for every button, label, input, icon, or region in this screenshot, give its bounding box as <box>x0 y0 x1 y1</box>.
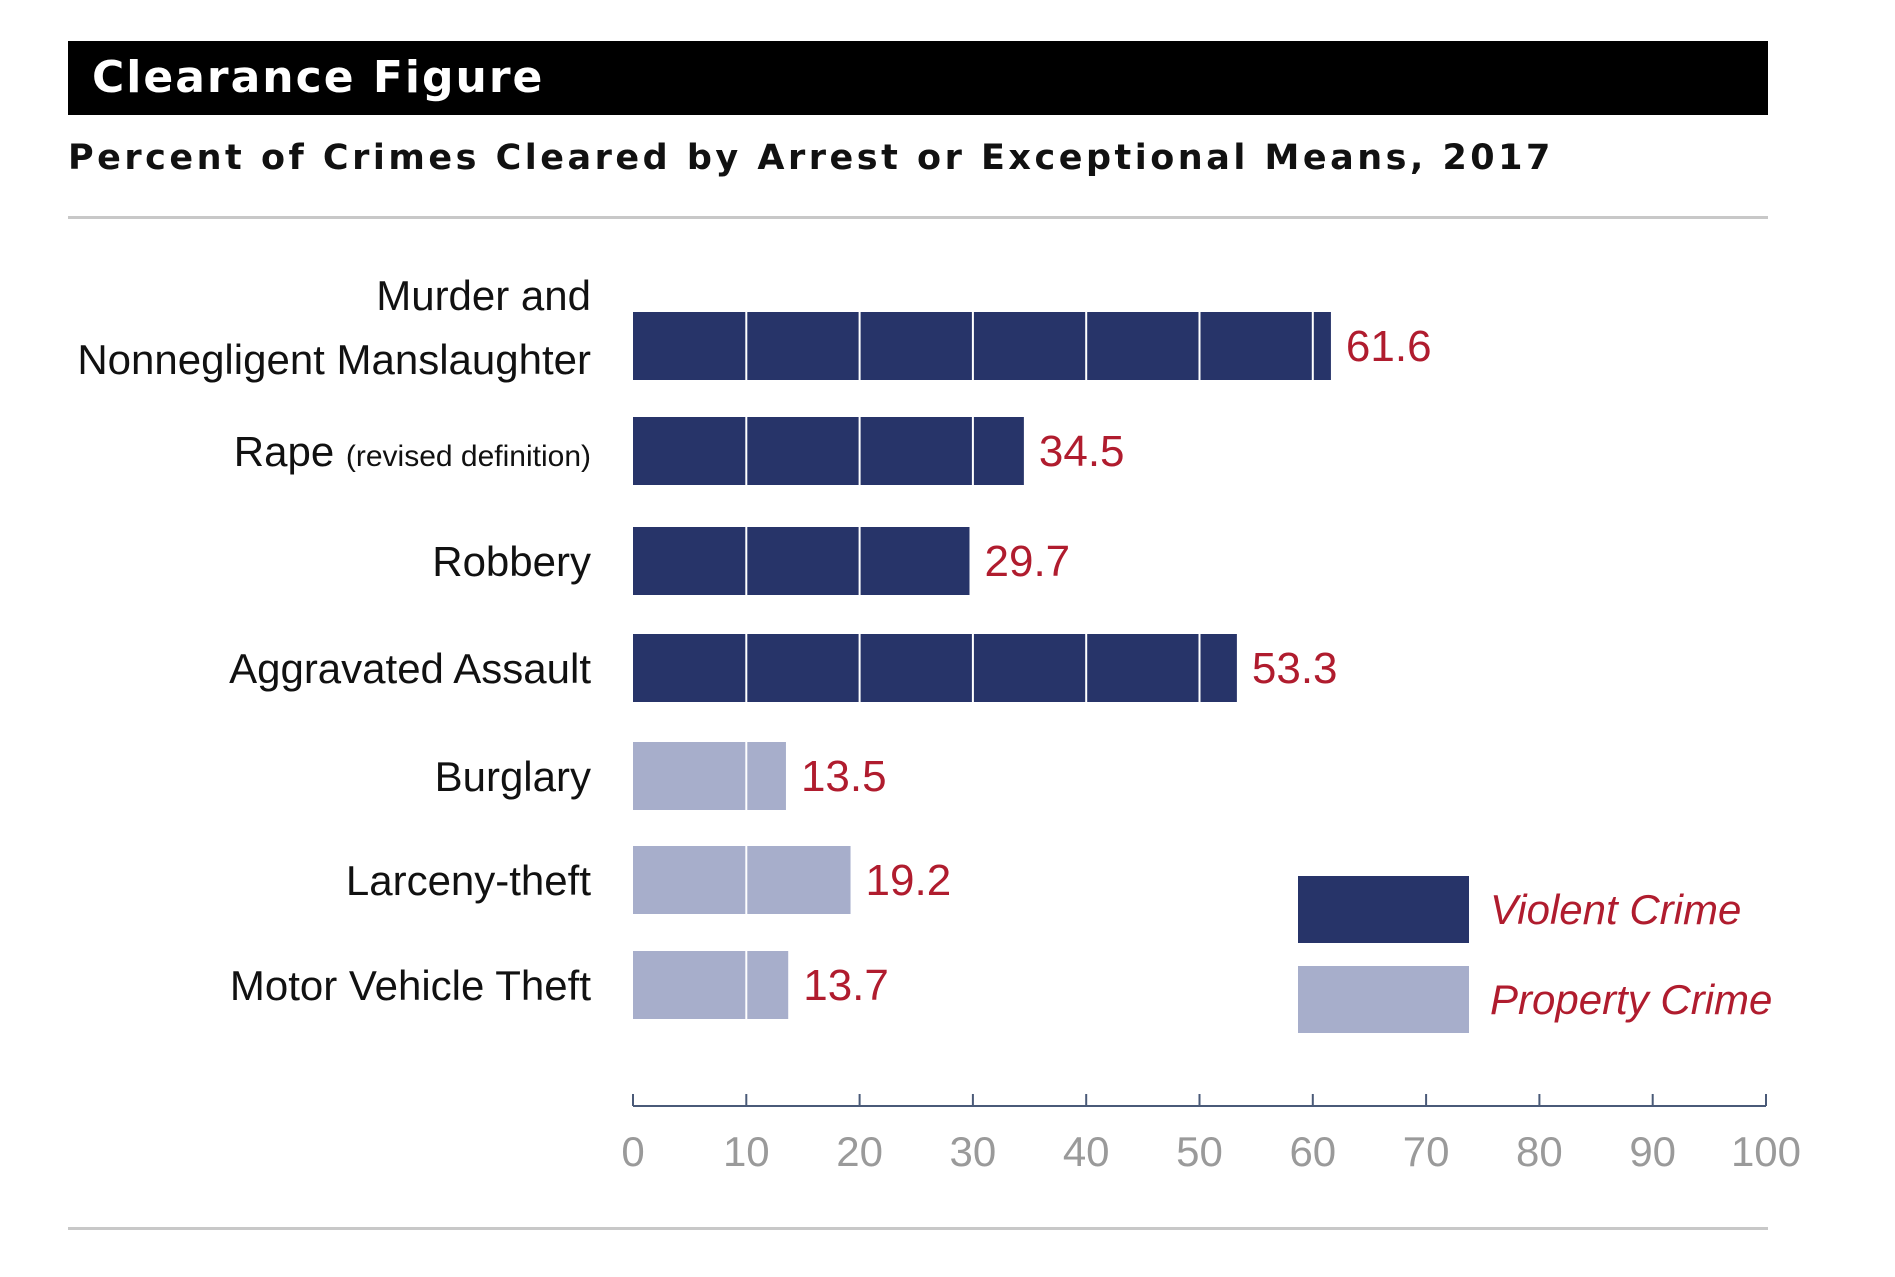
x-tick-label: 70 <box>1403 1128 1450 1175</box>
x-tick-label: 60 <box>1289 1128 1336 1175</box>
category-label: Larceny-theft <box>346 857 591 904</box>
bar <box>633 634 1237 702</box>
category-label-note: (revised definition) <box>346 440 591 473</box>
data-label: 29.7 <box>985 537 1071 586</box>
x-tick-label: 20 <box>836 1128 883 1175</box>
x-tick-label: 30 <box>950 1128 997 1175</box>
bar <box>633 312 1331 380</box>
data-label: 61.6 <box>1346 322 1432 371</box>
legend-label: Property Crime <box>1490 976 1772 1023</box>
x-tick-label: 90 <box>1629 1128 1676 1175</box>
x-tick-label: 100 <box>1731 1128 1801 1175</box>
category-label: Burglary <box>435 753 591 800</box>
x-tick-label: 80 <box>1516 1128 1563 1175</box>
category-label: Rape (revised definition) <box>234 428 591 475</box>
title-bar: Clearance Figure <box>68 41 1768 115</box>
x-tick-label: 40 <box>1063 1128 1110 1175</box>
x-tick-label: 0 <box>621 1128 644 1175</box>
data-label: 34.5 <box>1039 427 1125 476</box>
legend-label: Violent Crime <box>1490 886 1741 933</box>
category-label: Nonnegligent Manslaughter <box>77 336 591 383</box>
legend-swatch <box>1298 876 1469 943</box>
data-label: 13.7 <box>803 961 889 1010</box>
data-label: 19.2 <box>866 856 952 905</box>
bottom-divider <box>68 1227 1768 1230</box>
category-label: Motor Vehicle Theft <box>230 962 591 1009</box>
chart-subtitle: Percent of Crimes Cleared by Arrest or E… <box>68 138 1554 178</box>
bar <box>633 742 786 810</box>
bar <box>633 951 789 1019</box>
chart-title: Clearance Figure <box>92 52 545 103</box>
bar <box>633 527 970 595</box>
top-divider <box>68 216 1768 219</box>
bar <box>633 846 851 914</box>
bar <box>633 417 1024 485</box>
category-label: Murder and <box>376 272 591 319</box>
data-label: 13.5 <box>801 752 887 801</box>
category-label: Robbery <box>432 538 591 585</box>
data-label: 53.3 <box>1252 644 1338 693</box>
legend-swatch <box>1298 966 1469 1033</box>
x-tick-label: 50 <box>1176 1128 1223 1175</box>
category-label-main: Rape <box>234 428 346 475</box>
category-label: Aggravated Assault <box>229 645 591 692</box>
x-tick-label: 10 <box>723 1128 770 1175</box>
